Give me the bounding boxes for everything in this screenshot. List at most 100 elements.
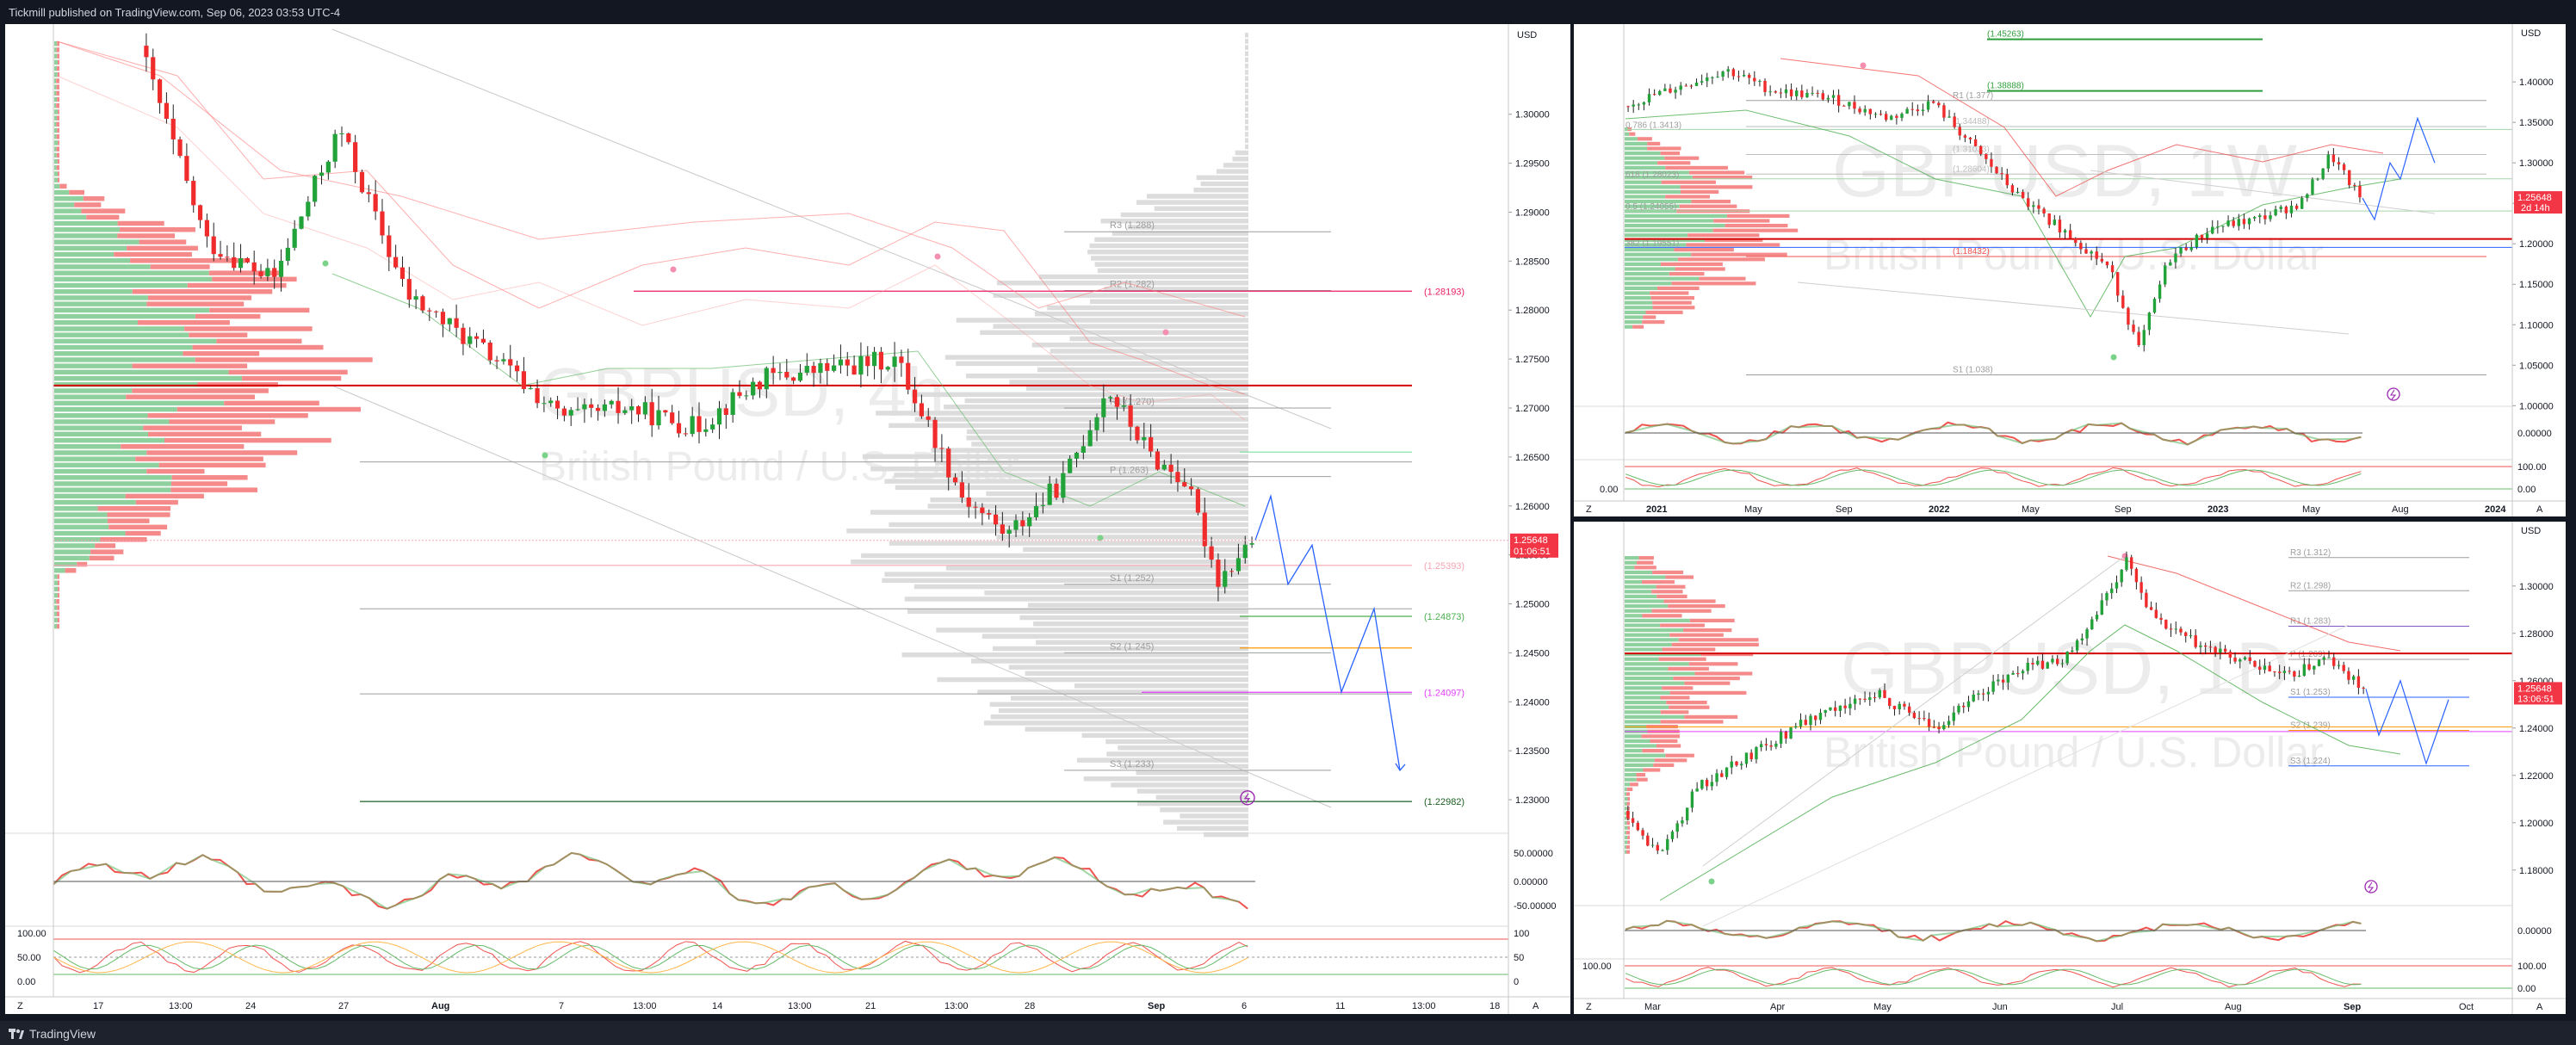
profile-bar-buy — [1625, 200, 1692, 204]
rsi-tick-label: 0.00000 — [1514, 877, 1548, 887]
candle-body — [1720, 773, 1724, 777]
candle-body — [804, 366, 809, 373]
candle-body — [1189, 486, 1194, 490]
profile-bar — [884, 479, 1248, 484]
candle-body — [1942, 725, 1946, 730]
profile-bar-sell — [1665, 575, 1694, 579]
candle-body — [2040, 660, 2045, 669]
cloud-line — [331, 273, 1246, 507]
candle-body — [487, 343, 492, 361]
candle-body — [926, 416, 931, 420]
price-tick-label: 1.26500 — [1515, 453, 1550, 463]
candle-body — [1235, 558, 1242, 572]
candle-body — [548, 400, 554, 404]
stoch-tick-label: 0.00 — [2517, 485, 2536, 495]
signal-dot — [670, 266, 677, 273]
candle-body — [2358, 185, 2362, 198]
candle-body — [2223, 648, 2227, 652]
profile-bar — [964, 398, 1248, 404]
candle-body — [2195, 234, 2199, 248]
profile-bar-buy — [54, 258, 131, 263]
chart-panel-4h[interactable]: GBPUSD, 4h British Pound / U.S. Dollar R… — [5, 24, 1570, 1014]
profile-bar-buy — [54, 400, 225, 406]
profile-bar-sell — [184, 326, 313, 331]
candle-body — [1626, 106, 1630, 108]
candle-body — [2071, 650, 2074, 652]
profile-bar-buy — [54, 344, 193, 350]
chart-1w-canvas[interactable]: GBPUSD, 1W British Pound / U.S. Dollar (… — [1574, 24, 2566, 516]
chart-panel-1d[interactable]: GBPUSD, 1D British Pound / U.S. Dollar R… — [1574, 522, 2566, 1014]
profile-bar-sell — [1651, 609, 1712, 613]
profile-bar-buy — [54, 388, 133, 393]
candle-body — [1202, 512, 1207, 547]
candle-body — [1890, 115, 1893, 121]
profile-bar-sell — [107, 518, 150, 523]
profile-bar-sell — [1625, 845, 1630, 850]
candle-body — [313, 176, 318, 202]
profile-bar-sell — [169, 419, 276, 424]
candle-body — [2269, 215, 2272, 220]
tradingview-brand: TradingView — [29, 1027, 96, 1041]
profile-bar-sell — [1660, 696, 1690, 700]
lightning-icon — [2389, 389, 2397, 400]
chart-panel-1w[interactable]: GBPUSD, 1W British Pound / U.S. Dollar (… — [1574, 24, 2566, 516]
profile-bar-buy — [54, 251, 115, 257]
candle-body — [2282, 671, 2287, 673]
profile-bar-sell — [1629, 132, 1636, 136]
profile-bar-sell — [1627, 835, 1630, 839]
candle-body — [1658, 90, 1662, 96]
profile-bar-sell — [187, 282, 287, 288]
candle-body — [1811, 92, 1814, 94]
candle-body — [1182, 482, 1187, 487]
time-axis: 2021 May Sep 2022 May Sep 2023 May Aug 2024 Z A — [1586, 504, 2543, 515]
profile-bar-buy — [1625, 151, 1661, 156]
profile-bar-buy — [54, 196, 84, 201]
profile-bar-sell — [1663, 599, 1716, 603]
tradingview-logo[interactable]: TradingView — [9, 1026, 96, 1042]
profile-bar-buy — [54, 121, 57, 127]
candle-body — [2129, 557, 2133, 569]
candle-body — [1863, 698, 1867, 700]
bar-countdown: 01:06:51 — [1514, 547, 1551, 557]
candle-body — [1769, 745, 1773, 747]
candle-body — [2289, 205, 2294, 213]
profile-bar-buy — [1625, 156, 1665, 160]
profile-bar-buy — [1625, 662, 1689, 666]
candle-body — [2132, 325, 2135, 332]
candle-body — [2211, 226, 2214, 234]
chart-4h-canvas[interactable]: GBPUSD, 4h British Pound / U.S. Dollar R… — [5, 24, 1570, 1014]
candle-body — [1884, 114, 1888, 121]
chart-1d-canvas[interactable]: GBPUSD, 1D British Pound / U.S. Dollar R… — [1574, 522, 2566, 1014]
candle-body — [845, 359, 850, 366]
profile-bar-sell — [1634, 566, 1656, 570]
candle-body — [2016, 191, 2020, 193]
candle-body — [420, 296, 425, 311]
profile-bar — [1245, 144, 1248, 150]
profile-bar-sell — [1669, 272, 1705, 276]
profile-bar — [1031, 343, 1248, 348]
candle-body — [258, 271, 263, 276]
profile-bar-sell — [56, 165, 59, 170]
profile-bar-buy — [1625, 720, 1661, 724]
profile-bar-sell — [1679, 204, 1737, 208]
candle-body — [1000, 524, 1005, 535]
zoom-button: Z — [17, 1001, 23, 1011]
profile-bar-buy — [54, 307, 210, 313]
profile-bar-buy — [54, 78, 57, 83]
profile-bar — [1025, 727, 1248, 732]
candle-body — [2184, 632, 2188, 636]
profile-bar-buy — [1625, 768, 1644, 772]
profile-bar-buy — [1625, 306, 1653, 310]
profile-bar-buy — [54, 499, 136, 505]
profile-bar — [1232, 157, 1248, 162]
profile-bar-sell — [1626, 850, 1630, 854]
footer-bar — [0, 1021, 2576, 1045]
stoch-line — [53, 944, 1248, 970]
profile-bar — [1245, 138, 1248, 143]
profile-bar-sell — [1626, 807, 1630, 811]
profile-bar-sell — [56, 47, 59, 53]
profile-bar-buy — [54, 326, 185, 331]
candle-body — [1831, 95, 1836, 98]
candle-body — [865, 356, 870, 367]
level-label: (1.28604) — [1953, 164, 1990, 174]
